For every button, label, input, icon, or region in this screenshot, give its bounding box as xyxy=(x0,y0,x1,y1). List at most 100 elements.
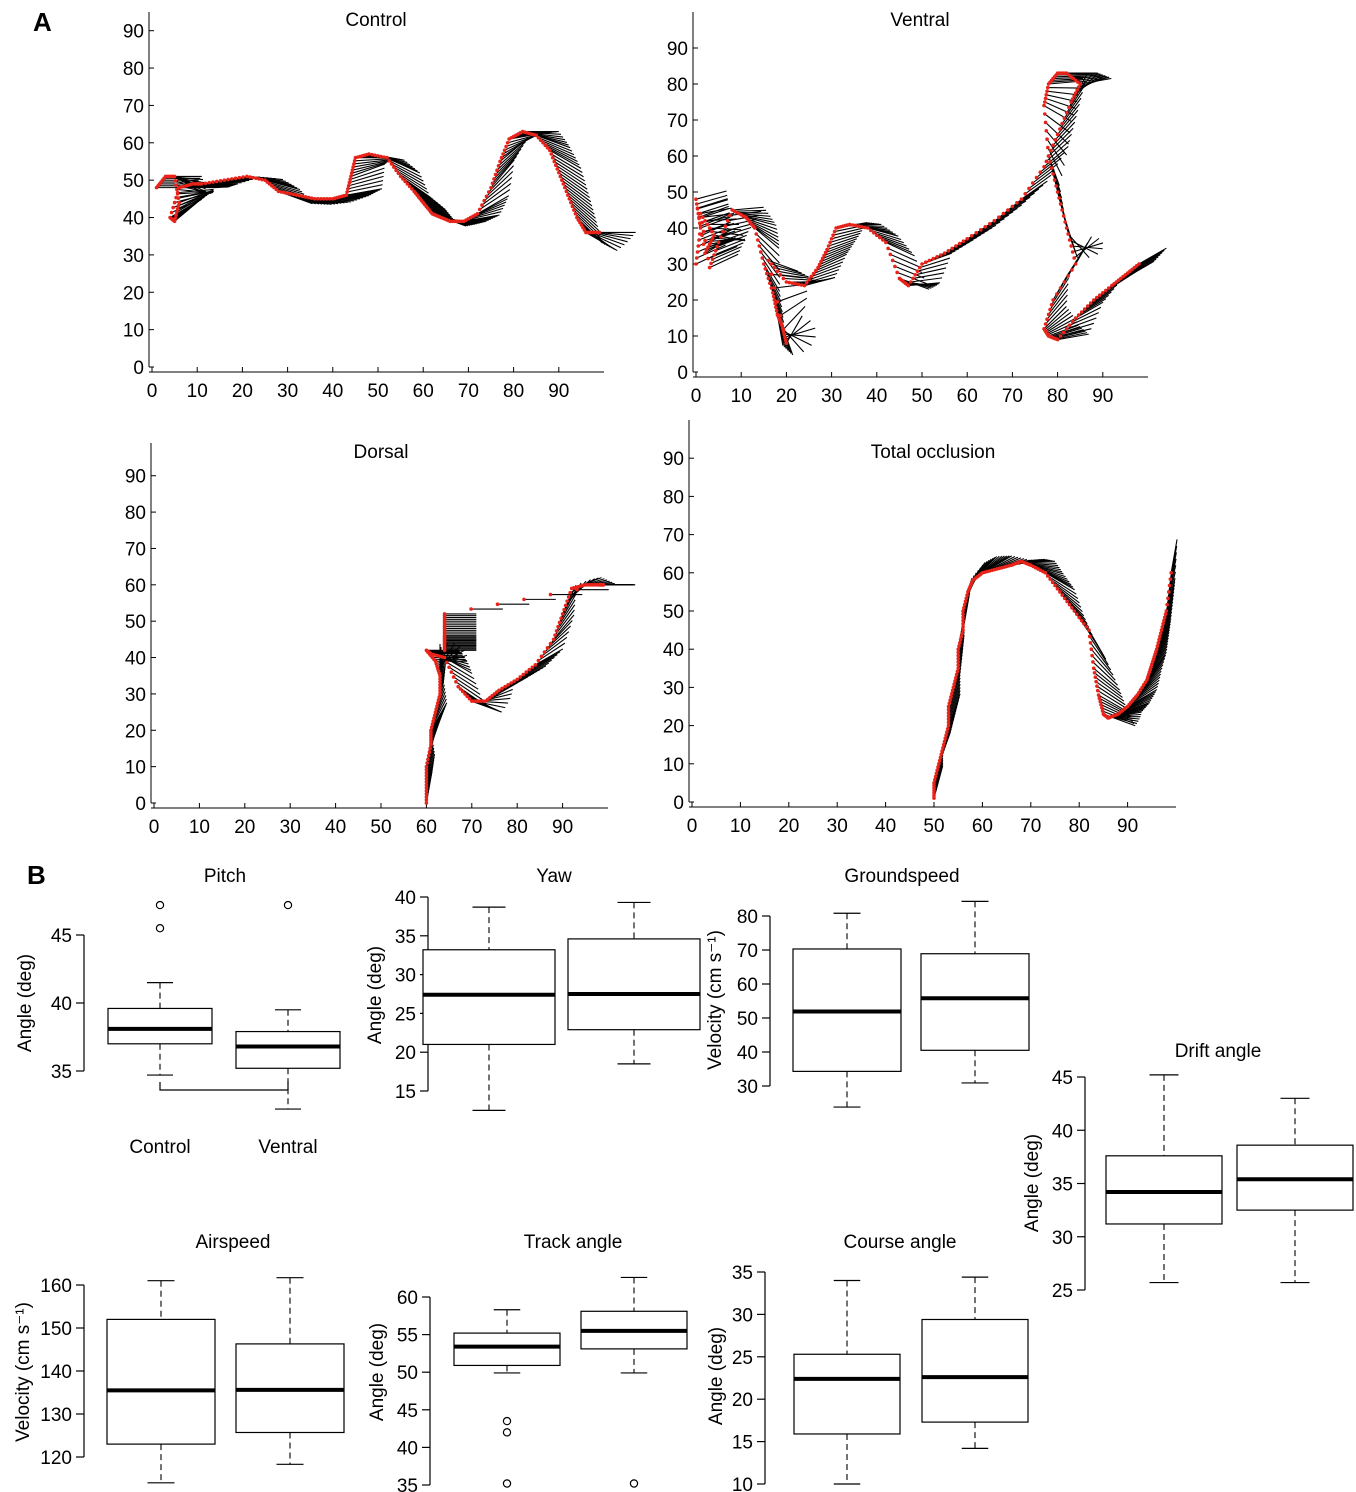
tracking-point xyxy=(955,669,960,674)
tracking-point xyxy=(424,764,429,769)
y-tick-label: 70 xyxy=(737,941,758,962)
heading-segment xyxy=(732,206,764,211)
tracking-point xyxy=(493,172,498,177)
tracking-point xyxy=(376,154,380,158)
tracking-point xyxy=(941,742,946,747)
tracking-point xyxy=(774,305,778,310)
heading-segment xyxy=(908,282,941,287)
tracking-point xyxy=(347,180,352,185)
heading-segment xyxy=(455,681,483,701)
heading-segment xyxy=(1072,306,1102,323)
tracking-point xyxy=(962,602,967,607)
tracking-point xyxy=(695,250,700,254)
tracking-point xyxy=(410,187,414,191)
chart-title: Groundspeed xyxy=(844,866,959,887)
tracking-point xyxy=(432,716,436,720)
tracking-point xyxy=(698,211,703,216)
heading-segment xyxy=(1032,163,1059,184)
tracking-point xyxy=(1069,244,1073,248)
heading-segment xyxy=(1043,306,1067,330)
tracking-point xyxy=(1091,666,1096,671)
tracking-point xyxy=(1089,647,1094,651)
heading-segment xyxy=(700,207,732,215)
tracking-point xyxy=(802,283,807,288)
tracking-point xyxy=(230,177,234,181)
tracking-point xyxy=(199,182,204,186)
heading-segment xyxy=(1045,139,1071,162)
tracking-point xyxy=(1087,628,1091,632)
tracking-point xyxy=(765,271,769,276)
tracking-point xyxy=(694,262,698,266)
iqr-box xyxy=(106,1318,216,1445)
heading-segment xyxy=(1060,328,1092,337)
tracking-point xyxy=(490,181,495,186)
tracking-point xyxy=(552,159,557,164)
heading-segment xyxy=(1054,585,1082,608)
tracking-point xyxy=(1055,337,1060,342)
x-tick-label: 80 xyxy=(1047,386,1068,407)
x-tick-label: 10 xyxy=(187,381,208,402)
tracking-point xyxy=(1098,699,1102,704)
tracking-point xyxy=(945,726,950,731)
tracking-point xyxy=(282,190,287,195)
tracking-point xyxy=(946,714,951,718)
tracking-point xyxy=(518,675,523,679)
heading-segment xyxy=(917,262,949,272)
heading-segment xyxy=(828,235,859,247)
heading-segments xyxy=(425,577,636,804)
tracking-point xyxy=(790,281,795,286)
tracking-point xyxy=(1043,120,1048,125)
y-tick-label: 80 xyxy=(125,503,146,524)
heading-segment xyxy=(700,216,731,229)
heading-segment xyxy=(784,327,816,338)
tracking-point xyxy=(554,629,559,633)
tracking-point xyxy=(460,689,465,694)
y-tick-label: 30 xyxy=(395,966,416,987)
tracking-point xyxy=(781,276,786,281)
tracking-point xyxy=(772,298,777,302)
tracking-point xyxy=(237,175,242,180)
heading-segment xyxy=(395,169,428,190)
tracking-point xyxy=(961,628,965,632)
tracking-point xyxy=(917,265,922,270)
tracking-point xyxy=(758,250,763,254)
y-tick-label: 20 xyxy=(395,1043,416,1064)
tracking-point xyxy=(1070,606,1074,610)
x-tick-label: 30 xyxy=(277,381,298,402)
tracking-point xyxy=(318,197,323,201)
tracking-point xyxy=(1073,316,1078,320)
tracking-point xyxy=(175,207,180,211)
tracking-point xyxy=(432,713,437,717)
heading-segment xyxy=(349,171,385,184)
y-tick-label: 40 xyxy=(663,640,684,661)
box-series-ventral xyxy=(920,900,1030,1084)
tracking-point xyxy=(965,237,969,241)
chart-title: Yaw xyxy=(536,866,572,887)
tracking-point xyxy=(379,154,383,159)
tracking-point xyxy=(560,612,565,616)
tracking-point xyxy=(285,191,290,196)
heading-segment xyxy=(1052,121,1076,146)
tracking-point xyxy=(847,222,852,227)
tracking-point xyxy=(817,262,822,267)
tracking-point xyxy=(1006,208,1010,212)
tracking-point xyxy=(1067,105,1071,110)
tracking-point xyxy=(771,294,776,299)
heading-segment xyxy=(1089,636,1109,666)
chart-title: Drift angle xyxy=(1175,1041,1262,1062)
heading-segment xyxy=(1057,333,1089,341)
heading-segment xyxy=(1073,75,1105,80)
tracking-point xyxy=(1163,612,1168,616)
tracking-point xyxy=(957,241,962,246)
tracking-point xyxy=(288,192,293,196)
tracking-point xyxy=(425,761,429,765)
tracking-point xyxy=(958,641,962,645)
heading-segment xyxy=(1046,318,1076,335)
tracking-point xyxy=(1044,159,1049,164)
tracking-point xyxy=(349,174,353,179)
tracking-point xyxy=(694,256,699,260)
heading-segment xyxy=(697,199,728,210)
heading-segment xyxy=(1045,130,1068,156)
tracking-point xyxy=(346,187,350,191)
heading-segment xyxy=(1094,672,1122,695)
